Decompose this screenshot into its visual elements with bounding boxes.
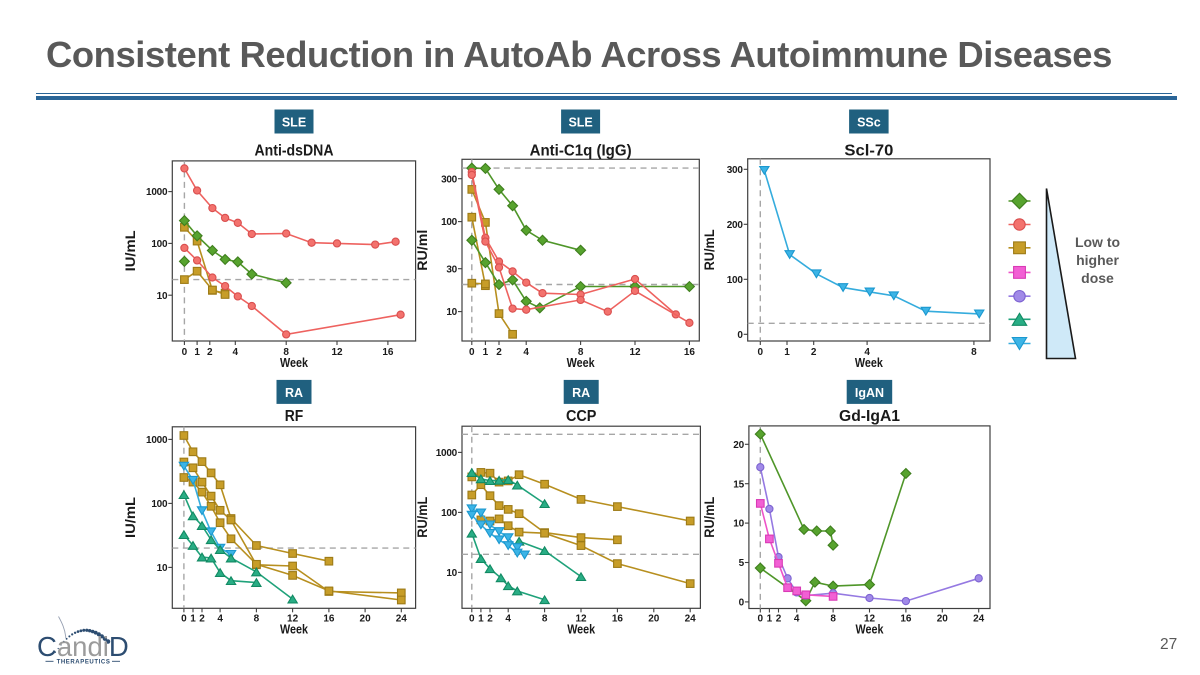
svg-text:0: 0 [181,614,187,625]
svg-text:Low to: Low to [1075,234,1120,250]
svg-text:1000: 1000 [436,448,458,459]
svg-text:1000: 1000 [146,435,168,446]
svg-text:24: 24 [973,614,985,625]
svg-text:higher: higher [1076,252,1119,268]
svg-text:1: 1 [194,347,200,358]
svg-text:16: 16 [382,347,394,358]
svg-text:Week: Week [567,623,595,637]
svg-text:1: 1 [483,347,489,358]
svg-text:1000: 1000 [146,187,168,198]
svg-text:24: 24 [396,614,408,625]
svg-text:12: 12 [331,347,343,358]
svg-text:100: 100 [151,499,168,510]
svg-text:RU/mL: RU/mL [702,497,717,538]
svg-text:16: 16 [323,614,335,625]
svg-text:Week: Week [280,356,308,370]
svg-text:4: 4 [505,614,511,625]
svg-text:Anti-dsDNA: Anti-dsDNA [255,143,334,160]
svg-text:300: 300 [727,165,744,176]
svg-text:200: 200 [727,220,744,231]
svg-text:8: 8 [830,614,836,625]
svg-text:0: 0 [182,347,188,358]
svg-text:IgAN: IgAN [855,386,884,400]
svg-text:Week: Week [855,356,883,370]
svg-text:10: 10 [446,307,457,318]
svg-text:100: 100 [727,275,744,286]
svg-text:16: 16 [900,614,912,625]
svg-text:10: 10 [157,291,168,302]
svg-text:30: 30 [446,264,457,275]
svg-text:0: 0 [469,347,475,358]
svg-text:15: 15 [733,479,744,490]
svg-text:Week: Week [280,623,308,637]
svg-text:4: 4 [233,347,239,358]
svg-text:Week: Week [567,356,595,370]
svg-text:Gd-IgA1: Gd-IgA1 [839,408,900,425]
svg-text:20: 20 [733,440,744,451]
svg-text:IU/mL: IU/mL [123,497,138,538]
svg-text:IU/mL: IU/mL [123,230,138,271]
svg-text:8: 8 [578,347,584,358]
svg-text:10: 10 [157,563,168,574]
svg-text:8: 8 [283,347,289,358]
svg-text:RF: RF [285,408,304,425]
svg-text:1: 1 [767,614,773,625]
svg-text:THERAPEUTICS: THERAPEUTICS [57,660,111,666]
svg-text:8: 8 [542,614,548,625]
svg-text:12: 12 [287,614,299,625]
svg-text:300: 300 [441,174,458,185]
svg-text:2: 2 [496,347,502,358]
svg-text:2: 2 [199,614,205,625]
svg-text:8: 8 [254,614,260,625]
svg-text:Anti-C1q (IgG): Anti-C1q (IgG) [530,143,632,160]
svg-text:5: 5 [739,558,745,569]
svg-text:2: 2 [207,347,213,358]
svg-text:2: 2 [776,614,782,625]
svg-text:0: 0 [758,614,764,625]
svg-text:CCP: CCP [566,408,597,425]
svg-text:4: 4 [217,614,223,625]
svg-text:CandiD: CandiD [37,631,129,662]
svg-text:20: 20 [937,614,949,625]
svg-text:24: 24 [685,614,697,625]
svg-text:20: 20 [648,614,660,625]
svg-text:RU/mL: RU/mL [702,229,717,270]
svg-text:RU/mL: RU/mL [415,497,430,538]
svg-text:100: 100 [441,217,458,228]
svg-text:16: 16 [612,614,624,625]
svg-text:4: 4 [523,347,529,358]
svg-text:1: 1 [190,614,196,625]
svg-text:SSc: SSc [857,116,881,130]
svg-text:Scl-70: Scl-70 [844,143,893,160]
svg-text:2: 2 [487,614,493,625]
svg-text:0: 0 [469,614,475,625]
svg-text:10: 10 [446,568,457,579]
svg-text:0: 0 [739,598,745,609]
svg-text:12: 12 [864,614,876,625]
svg-text:12: 12 [575,614,587,625]
svg-text:8: 8 [971,347,977,358]
svg-text:0: 0 [737,330,743,341]
svg-text:Week: Week [856,623,884,637]
svg-text:10: 10 [733,519,744,530]
svg-text:RA: RA [285,386,303,400]
svg-text:0: 0 [758,347,764,358]
svg-text:100: 100 [151,239,168,250]
svg-text:SLE: SLE [568,116,592,130]
svg-text:2: 2 [811,347,817,358]
svg-text:SLE: SLE [282,116,306,130]
svg-text:RU/ml: RU/ml [415,230,430,271]
svg-text:RA: RA [572,386,590,400]
svg-text:1: 1 [478,614,484,625]
svg-text:1: 1 [784,347,790,358]
svg-text:4: 4 [794,614,800,625]
svg-text:16: 16 [684,347,696,358]
svg-text:4: 4 [864,347,870,358]
svg-text:12: 12 [629,347,641,358]
svg-text:100: 100 [441,508,458,519]
svg-text:dose: dose [1081,270,1114,286]
svg-text:20: 20 [360,614,372,625]
